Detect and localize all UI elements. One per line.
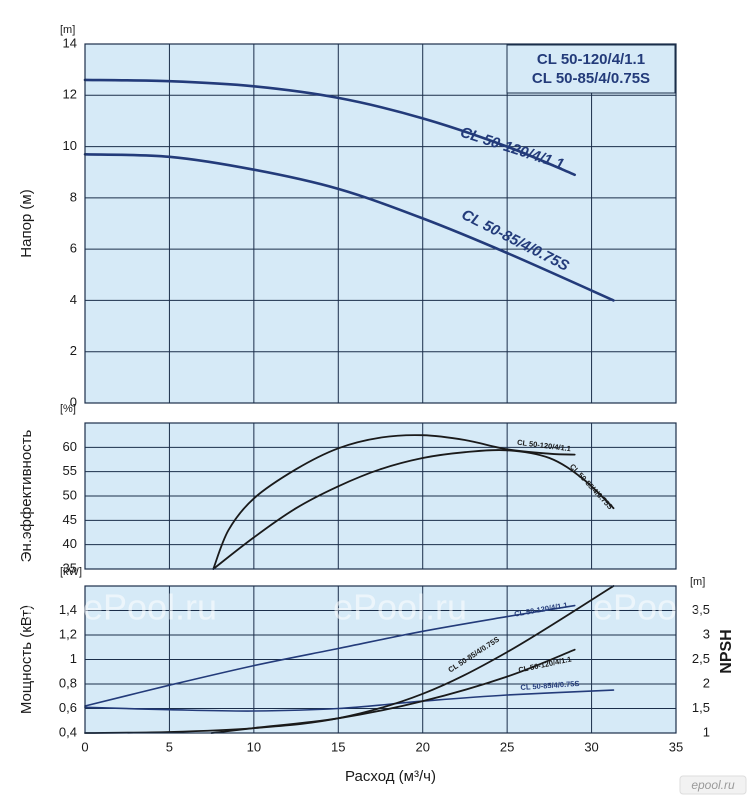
y-tick-label: 45 <box>63 512 77 527</box>
y-tick-label: 2 <box>70 343 77 358</box>
y-axis-title: Мощность (кВт) <box>18 605 35 714</box>
watermark-text: ePool.ru <box>83 587 217 628</box>
series-line-head-1 <box>83 153 615 302</box>
y-tick-label: 14 <box>63 35 77 50</box>
y2-tick-label: 2,5 <box>692 651 710 666</box>
y-tick-label: 12 <box>63 87 77 102</box>
y-tick-label: 6 <box>70 241 77 256</box>
x-tick-label: 25 <box>500 739 514 754</box>
legend-box <box>506 44 676 94</box>
plot-area <box>85 44 676 403</box>
y2-axis-title: NPSH <box>718 629 735 673</box>
x-axis-title: Расход (м³/ч) <box>345 768 436 785</box>
y-tick-label: 35 <box>63 560 77 575</box>
y2-tick-label: 1 <box>703 724 710 739</box>
series-line-power-npsh-3 <box>210 648 576 734</box>
series-label: CL 50-85/4/0.75S <box>520 679 580 692</box>
panel-head: 0 2 4 6 8 10 12 14[m] Напор (м) CL 50-120/4/1.1 CL… <box>18 24 677 409</box>
watermark-text: ePool.ru <box>333 587 467 628</box>
plot-frame <box>84 422 677 570</box>
x-tick-label: 30 <box>584 739 598 754</box>
y-tick-label: 0,4 <box>59 724 77 739</box>
x-tick-label: 5 <box>166 739 173 754</box>
y-tick-label: 0,8 <box>59 675 77 690</box>
x-tick-label: 15 <box>331 739 345 754</box>
y-tick-label: 50 <box>63 487 77 502</box>
y-tick-label: 4 <box>70 292 77 307</box>
legend-entry: CL 50-120/4/1.1 <box>537 51 645 68</box>
y2-tick-label: 3 <box>703 626 710 641</box>
y-tick-label: 1,2 <box>59 626 77 641</box>
y-tick-label: 0,6 <box>59 700 77 715</box>
y-axis-title: Эн.эффективность <box>18 429 35 562</box>
y-tick-label: 60 <box>63 439 77 454</box>
series-line-power-npsh-1 <box>84 689 615 712</box>
series-line-efficiency-1 <box>212 449 615 570</box>
y-tick-label: 1 <box>70 651 77 666</box>
y-tick-label: 0 <box>70 394 77 409</box>
corner-logo: epool.ru <box>679 775 747 795</box>
plot-frame <box>84 43 677 404</box>
y2-tick-label: 3,5 <box>692 602 710 617</box>
series-line-power-npsh-0 <box>84 604 576 707</box>
y-tick-label: 40 <box>63 536 77 551</box>
panel-power-npsh: 0,4 0,6 0,8 1 1,2 1,4 [kW] Мощность (кВт) 1 1,5 2 2… <box>18 566 735 785</box>
corner-logo-text: epool.ru <box>691 778 735 792</box>
x-tick-label: 35 <box>669 739 683 754</box>
legend-entry: CL 50-85/4/0.75S <box>532 70 650 87</box>
x-tick-label: 20 <box>415 739 429 754</box>
y-tick-label: 10 <box>63 138 77 153</box>
y-axis-title: Напор (м) <box>18 189 35 257</box>
x-tick-label: 0 <box>81 739 88 754</box>
y2-tick-label: 1,5 <box>692 700 710 715</box>
y-unit-label: [m] <box>60 24 75 36</box>
watermark-text: ePool.ru <box>0 587 57 628</box>
y2-tick-label: 2 <box>703 675 710 690</box>
corner-logo-badge <box>679 775 747 795</box>
series-line-head-0 <box>83 78 576 177</box>
y-unit-label: [%] <box>60 403 76 415</box>
y-tick-label: 8 <box>70 189 77 204</box>
y-tick-label: 1,4 <box>59 602 77 617</box>
plot-frame <box>84 585 677 734</box>
y2-unit-label: [m] <box>690 576 705 588</box>
watermark-text: ePool.ru <box>593 587 727 628</box>
y-unit-label: [kW] <box>60 566 82 578</box>
x-tick-label: 10 <box>247 739 261 754</box>
y-tick-label: 55 <box>63 463 77 478</box>
